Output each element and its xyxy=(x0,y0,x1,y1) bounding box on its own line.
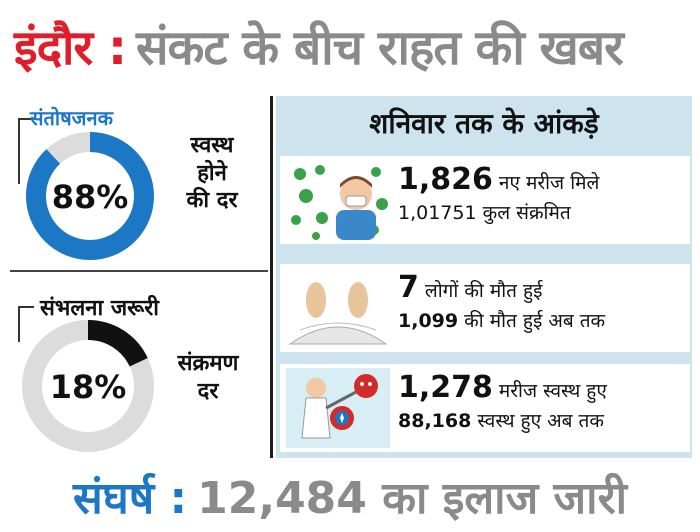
bottom-text: 12,484 का इलाज जारी xyxy=(197,473,627,524)
recovery-value: 88% xyxy=(52,178,129,216)
recovery-desc-line: स्वस्थ xyxy=(190,133,234,158)
stat-row-new-cases: 1,826 नए मरीज मिले 1,01751 कुल संक्रमित xyxy=(280,156,690,244)
label-bracket xyxy=(18,118,32,184)
virus-person-icon xyxy=(291,165,388,240)
label-bracket xyxy=(18,306,34,342)
column-divider xyxy=(270,96,273,458)
bottom-line: संघर्ष : 12,484 का इलाज जारी xyxy=(0,464,700,528)
recovery-label: संतोषजनक xyxy=(30,106,113,130)
covered-body-icon xyxy=(288,282,388,345)
total-recovered-label: स्वस्थ हुए अब तक xyxy=(477,410,604,432)
infection-desc-line: दर xyxy=(197,378,219,404)
infection-label: संभलना जरूरी xyxy=(40,296,159,321)
new-cases-count: 1,826 xyxy=(398,162,493,197)
headline-text: संकट के बीच राहत की खबर xyxy=(136,19,624,76)
doctor-fighting-virus-icon xyxy=(286,368,390,448)
total-recovered-count: 88,168 xyxy=(398,410,472,432)
recovered-count: 1,278 xyxy=(398,370,493,405)
left-divider xyxy=(10,270,268,272)
recovery-donut-arc xyxy=(26,132,154,260)
headline: इंदौर : संकट के बीच राहत की खबर xyxy=(14,8,694,84)
infection-desc-line: संक्रमण xyxy=(177,351,239,376)
total-deaths-count: 1,099 xyxy=(398,310,459,332)
recovered-label: मरीज स्वस्थ हुए xyxy=(498,380,607,402)
total-deaths-label: की मौत हुई अब तक xyxy=(464,310,606,332)
recovery-donut: 88% xyxy=(26,132,154,260)
stat-text: 1,278 मरीज स्वस्थ हुए 88,168 स्वस्थ हुए अ… xyxy=(398,370,607,433)
stat-row-deaths: 7 लोगों की मौत हुई 1,099 की मौत हुई अब तक xyxy=(280,264,690,352)
recovery-desc-line: होने xyxy=(197,160,227,186)
total-infected: 1,01751 कुल संक्रमित xyxy=(398,202,571,224)
infection-value: 18% xyxy=(50,368,127,406)
panel-title: शनिवार तक के आंकड़े xyxy=(369,107,599,140)
recovery-desc: स्वस्थ होने की दर xyxy=(162,132,262,215)
new-cases-label: नए मरीज मिले xyxy=(498,172,600,194)
bottom-label: संघर्ष : xyxy=(73,473,188,524)
headline-city: इंदौर : xyxy=(14,19,127,76)
recovery-desc-line: की दर xyxy=(186,188,238,213)
infection-donut: 18% xyxy=(22,320,154,452)
infection-donut-arc xyxy=(22,320,154,452)
stat-text: 1,826 नए मरीज मिले 1,01751 कुल संक्रमित xyxy=(398,162,599,225)
deaths-count: 7 xyxy=(398,270,419,305)
stat-row-recovered: 1,278 मरीज स्वस्थ हुए 88,168 स्वस्थ हुए अ… xyxy=(280,364,690,452)
infection-desc: संक्रमण दर xyxy=(150,350,266,405)
deaths-label: लोगों की मौत हुई xyxy=(424,280,543,302)
stat-text: 7 लोगों की मौत हुई 1,099 की मौत हुई अब तक xyxy=(398,270,605,333)
